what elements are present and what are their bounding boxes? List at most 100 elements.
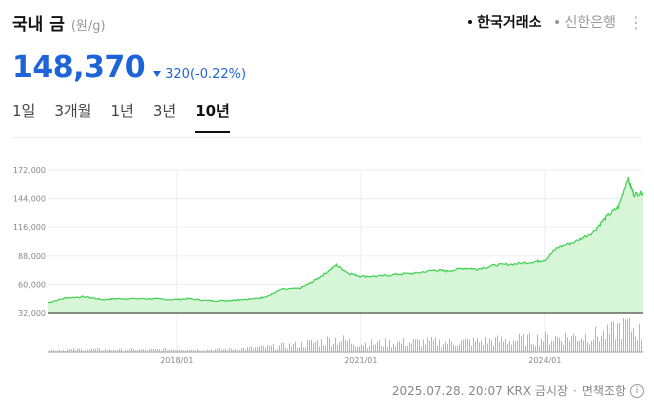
- volume-bar: [597, 336, 598, 352]
- volume-bar: [539, 345, 540, 352]
- volume-bar: [431, 336, 432, 352]
- y-tick-label: 172,000: [13, 166, 46, 175]
- volume-bar: [375, 344, 376, 352]
- volume-bar: [629, 318, 630, 352]
- volume-bar: [537, 334, 538, 352]
- volume-bar: [429, 340, 430, 352]
- volume-bar: [285, 347, 286, 352]
- volume-bar: [551, 340, 552, 352]
- volume-bar: [71, 349, 72, 352]
- volume-bar: [271, 345, 272, 352]
- volume-bar: [97, 348, 98, 352]
- bullet-icon: [468, 20, 473, 24]
- volume-bar: [543, 341, 544, 352]
- current-price: 148,370: [12, 50, 146, 85]
- volume-bar: [577, 341, 578, 352]
- volume-bar: [127, 350, 128, 352]
- tab-3y[interactable]: 3년: [152, 102, 177, 120]
- volume-bar: [161, 350, 162, 352]
- volume-bar: [303, 347, 304, 352]
- volume-bar: [359, 346, 360, 352]
- volume-bar: [87, 349, 88, 352]
- volume-bar: [103, 350, 104, 352]
- volume-bar: [249, 347, 250, 352]
- volume-bar: [487, 343, 488, 352]
- tab-10y[interactable]: 10년: [195, 100, 230, 133]
- volume-bar: [233, 349, 234, 352]
- change-amount: 320: [165, 66, 190, 82]
- volume-bar: [639, 323, 640, 352]
- volume-bar: [595, 326, 596, 352]
- volume-bar: [453, 344, 454, 352]
- disclaimer-link[interactable]: 면책조항: [581, 384, 626, 398]
- volume-bar: [187, 350, 188, 352]
- volume-bar: [99, 348, 100, 352]
- source-selector: 한국거래소 신한은행 ⋮: [454, 12, 644, 32]
- volume-bar: [263, 346, 264, 352]
- volume-bar: [315, 342, 316, 352]
- volume-bar: [529, 332, 530, 352]
- source-shinhan-label: 신한은행: [564, 15, 616, 31]
- volume-bar: [247, 347, 248, 352]
- source-krx-option[interactable]: 한국거래소: [468, 12, 541, 32]
- volume-bar: [371, 339, 372, 352]
- volume-bar: [389, 339, 390, 352]
- y-tick-label: 116,000: [13, 223, 46, 232]
- volume-bar: [555, 335, 556, 352]
- volume-bar: [433, 340, 434, 352]
- volume-bar: [305, 347, 306, 352]
- volume-bar: [511, 344, 512, 352]
- volume-bar: [571, 336, 572, 352]
- volume-bar: [535, 346, 536, 352]
- volume-bar: [479, 342, 480, 352]
- volume-bar: [483, 345, 484, 352]
- volume-bar: [437, 345, 438, 352]
- volume-bar: [383, 346, 384, 352]
- volume-bar: [143, 348, 144, 352]
- volume-bar: [309, 340, 310, 352]
- volume-bar: [135, 350, 136, 352]
- volume-bar: [461, 340, 462, 352]
- volume-bar: [575, 335, 576, 352]
- volume-bar: [289, 343, 290, 352]
- volume-bar: [507, 343, 508, 352]
- volume-bar: [217, 348, 218, 352]
- volume-bar: [625, 319, 626, 352]
- volume-bar: [355, 346, 356, 352]
- volume-bar: [279, 345, 280, 352]
- volume-bar: [59, 349, 60, 352]
- volume-bar: [193, 349, 194, 352]
- volume-bar: [493, 345, 494, 352]
- y-tick-label: 144,000: [13, 195, 46, 204]
- volume-bar: [225, 348, 226, 352]
- volume-bar: [523, 333, 524, 352]
- volume-bar: [227, 350, 228, 352]
- price-chart[interactable]: 172,000 144,000 116,000 88,000 60,000 32,000 2…: [0, 150, 654, 375]
- volume-bar: [155, 348, 156, 352]
- volume-bar: [121, 348, 122, 352]
- volume-bar: [301, 342, 302, 352]
- tab-3m[interactable]: 3개월: [54, 102, 92, 120]
- page-title: 국내 금: [12, 15, 65, 35]
- volume-bar: [209, 350, 210, 352]
- volume-bar: [109, 348, 110, 352]
- price-change: 320 (-0.22%): [153, 67, 246, 82]
- volume-bar: [633, 327, 634, 352]
- volume-bar: [489, 338, 490, 352]
- volume-bar: [415, 339, 416, 352]
- volume-bar: [199, 350, 200, 352]
- period-tabs: 1일 3개월 1년 3년 10년: [12, 100, 249, 133]
- y-tick-label: 32,000: [18, 309, 46, 318]
- info-icon[interactable]: i: [630, 383, 644, 398]
- volume-bar: [93, 349, 94, 352]
- volume-bar: [563, 344, 564, 352]
- more-vertical-icon[interactable]: ⋮: [628, 12, 644, 32]
- volume-bar: [349, 338, 350, 352]
- volume-bar: [619, 323, 620, 352]
- tab-1y[interactable]: 1년: [110, 102, 134, 120]
- source-shinhan-option[interactable]: 신한은행: [555, 12, 616, 32]
- volume-bar: [65, 350, 66, 352]
- tab-1d[interactable]: 1일: [12, 102, 36, 120]
- volume-bar: [515, 341, 516, 352]
- volume-bar: [587, 342, 588, 352]
